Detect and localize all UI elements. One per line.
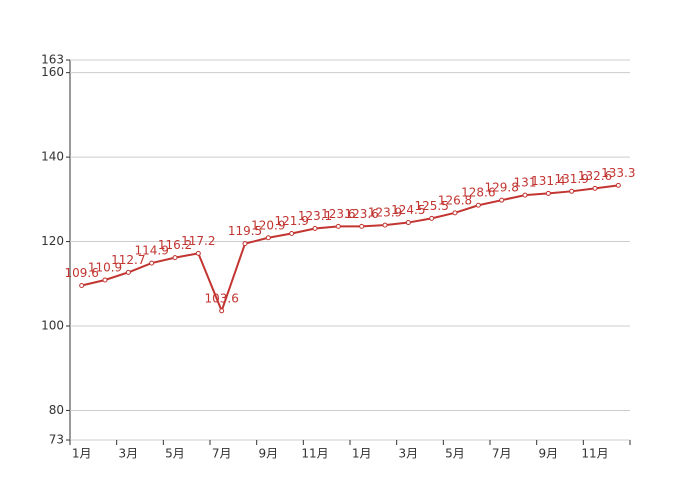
data-label: 120.9 <box>251 218 285 232</box>
point <box>195 250 201 256</box>
y-tick-label: 140 <box>41 150 64 164</box>
point <box>289 231 295 237</box>
data-label: 131.9 <box>554 172 588 186</box>
data-label: 131 <box>514 176 537 190</box>
line <box>81 184 619 314</box>
point <box>382 222 388 228</box>
data-label: 110.9 <box>88 260 122 274</box>
point <box>592 185 598 191</box>
x-tick-label: 5月 <box>445 447 465 461</box>
point <box>219 308 225 314</box>
point <box>359 223 365 229</box>
data-label: 131.4 <box>531 174 565 188</box>
data-label: 133.3 <box>601 166 635 180</box>
point <box>522 192 528 198</box>
data-label: 132.6 <box>578 169 612 183</box>
y-tick-label: 120 <box>41 234 64 248</box>
data-label: 117.2 <box>181 234 215 248</box>
point <box>429 215 435 221</box>
data-label: 123.6 <box>321 207 355 221</box>
point <box>242 241 248 247</box>
point <box>615 182 621 188</box>
data-label: 125.5 <box>414 199 448 213</box>
point <box>125 269 131 275</box>
data-label: 112.7 <box>111 253 145 267</box>
data-label: 129.8 <box>484 181 518 195</box>
y-tick-label: 163 <box>41 53 64 67</box>
x-tick-label: 5月 <box>165 447 185 461</box>
data-label: 123.1 <box>298 209 332 223</box>
point <box>499 197 505 203</box>
data-label: 124.5 <box>391 203 425 217</box>
data-label: 121.9 <box>274 214 308 228</box>
data-label: 119.5 <box>228 224 262 238</box>
data-label: 116.2 <box>158 238 192 252</box>
point <box>312 225 318 231</box>
y-tick-label: 100 <box>41 319 64 333</box>
point <box>545 190 551 196</box>
point <box>102 277 108 283</box>
data-label: 109.6 <box>64 266 98 280</box>
data-label: 126.8 <box>438 193 472 207</box>
point <box>265 235 271 241</box>
y-tick-label: 73 <box>49 433 64 447</box>
x-tick-label: 11月 <box>581 447 608 461</box>
point <box>79 282 85 288</box>
y-tick-label: 160 <box>41 65 64 79</box>
x-tick-label: 3月 <box>119 447 139 461</box>
x-tick-label: 3月 <box>399 447 419 461</box>
data-label: 114.9 <box>134 244 168 258</box>
data-label: 123.6 <box>344 207 378 221</box>
x-tick-label: 1月 <box>352 447 372 461</box>
x-tick-label: 1月 <box>72 447 92 461</box>
x-tick-label: 7月 <box>212 447 232 461</box>
x-tick-label: 7月 <box>492 447 512 461</box>
data-label: 103.6 <box>204 291 238 305</box>
y-tick-label: 80 <box>49 403 64 417</box>
x-tick-label: 9月 <box>259 447 279 461</box>
x-tick-label: 11月 <box>301 447 328 461</box>
x-tick-label: 9月 <box>539 447 559 461</box>
point <box>405 220 411 226</box>
point <box>452 210 458 216</box>
point <box>149 260 155 266</box>
point <box>172 255 178 261</box>
point <box>569 188 575 194</box>
data-label: 128.6 <box>461 186 495 200</box>
data-label: 123.9 <box>368 206 402 220</box>
point <box>335 223 341 229</box>
point <box>475 202 481 208</box>
